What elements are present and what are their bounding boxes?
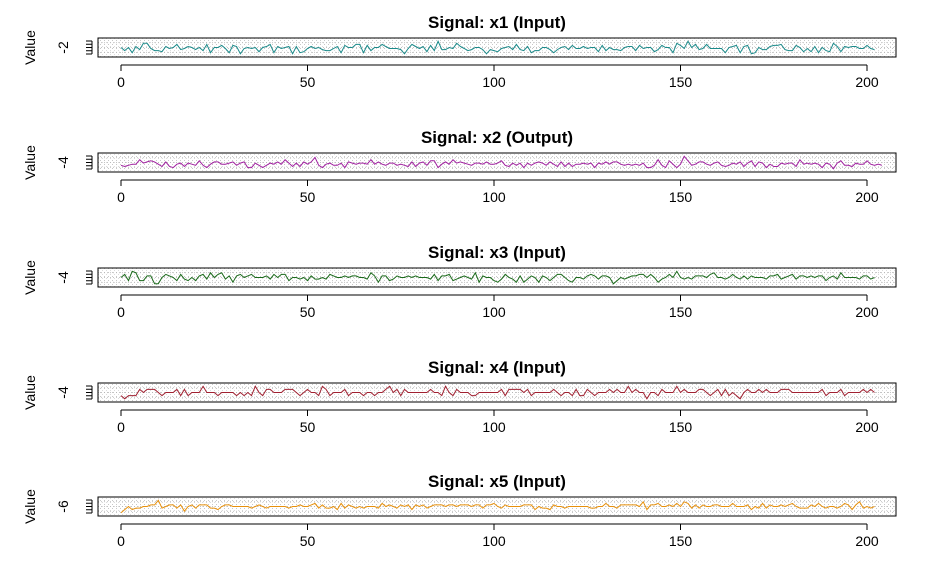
y-tick-label: -4	[55, 271, 71, 284]
x-tick-label: 0	[117, 189, 125, 205]
panel-4: Signal: x4 (Input) 0 50 100 150 200 -4 Value	[22, 358, 897, 435]
x-tick-label: 50	[300, 419, 316, 435]
plot-frame	[97, 267, 897, 288]
x-tick-label: 50	[300, 533, 316, 549]
x-tick-label: 150	[669, 419, 693, 435]
x-tick-label: 50	[300, 74, 316, 90]
panel-title: Signal: x3 (Input)	[428, 243, 566, 262]
panel-5: Signal: x5 (Input) 0 50 100 150 200 -6 Value	[22, 472, 897, 549]
x-tick-label: 100	[482, 304, 506, 320]
x-tick-label: 0	[117, 74, 125, 90]
x-tick-label: 150	[669, 189, 693, 205]
x-tick-label: 200	[855, 304, 879, 320]
x-tick-label: 0	[117, 533, 125, 549]
panel-3: Signal: x3 (Input) 0 50 100 150 200 -4 Value	[22, 243, 897, 320]
x-tick-label: 200	[855, 74, 879, 90]
x-tick-label: 200	[855, 189, 879, 205]
panel-title: Signal: x5 (Input)	[428, 472, 566, 491]
x-tick-label: 0	[117, 304, 125, 320]
x-tick-label: 200	[855, 533, 879, 549]
panel-2: Signal: x2 (Output) 0 50 100 150 200 -4 Value	[22, 128, 897, 205]
x-tick-label: 150	[669, 304, 693, 320]
plot-frame	[97, 382, 897, 403]
series-line	[120, 499, 875, 514]
plot-frame	[97, 37, 897, 58]
panel-title: Signal: x2 (Output)	[421, 128, 573, 147]
panel-title: Signal: x1 (Input)	[428, 13, 566, 32]
y-axis-label: Value	[22, 375, 38, 410]
series-line	[120, 40, 875, 55]
x-tick-label: 200	[855, 419, 879, 435]
panel-1: Signal: x1 (Input) 0 50 100 150 200 -2 Value	[22, 13, 897, 90]
y-axis-label: Value	[22, 489, 38, 524]
x-tick-label: 50	[300, 304, 316, 320]
panel-title: Signal: x4 (Input)	[428, 358, 566, 377]
y-tick-label: -2	[55, 41, 71, 54]
x-tick-label: 50	[300, 189, 316, 205]
plot-frame	[97, 152, 897, 173]
plot-frame	[97, 496, 897, 517]
y-axis-label: Value	[22, 260, 38, 295]
y-axis-label: Value	[22, 30, 38, 65]
x-tick-label: 100	[482, 533, 506, 549]
y-tick-label: -6	[55, 500, 71, 513]
y-axis-label: Value	[22, 145, 38, 180]
series-line	[120, 155, 883, 170]
series-line	[120, 385, 875, 400]
x-tick-label: 0	[117, 419, 125, 435]
series-line	[120, 270, 875, 285]
y-tick-label: -4	[55, 386, 71, 399]
x-tick-label: 150	[669, 533, 693, 549]
x-tick-label: 100	[482, 74, 506, 90]
x-tick-label: 150	[669, 74, 693, 90]
x-tick-label: 100	[482, 189, 506, 205]
x-tick-label: 100	[482, 419, 506, 435]
y-tick-label: -4	[55, 156, 71, 169]
panels-group: Signal: x1 (Input)0 50 100 150 200-2ValueSig…	[22, 13, 897, 549]
